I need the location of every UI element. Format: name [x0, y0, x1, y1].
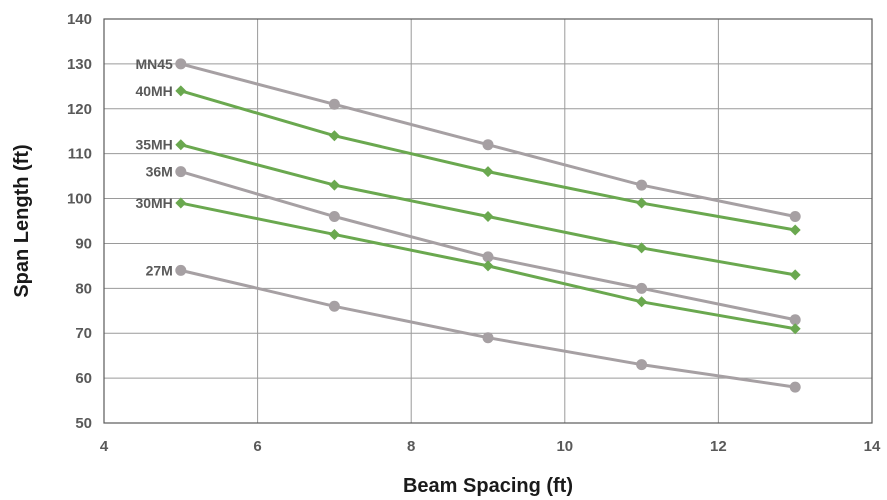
data-point: [482, 211, 494, 223]
series-27m: [175, 264, 801, 393]
data-point: [789, 314, 801, 326]
data-point: [328, 130, 340, 142]
data-point: [328, 300, 340, 312]
data-point: [636, 242, 648, 254]
series-label-30mh: 30MH: [135, 195, 172, 211]
y-axis-title: Span Length (ft): [11, 144, 33, 297]
series-36m: [175, 166, 801, 326]
y-tick-label: 50: [75, 415, 92, 432]
data-point: [636, 197, 648, 209]
plot-area-frame: [103, 18, 873, 424]
y-tick-label: 100: [67, 191, 92, 208]
series-40mh: [175, 85, 801, 236]
data-point: [482, 166, 494, 178]
series-30mh: [175, 197, 801, 335]
x-tick-label: 6: [253, 438, 261, 455]
series-labels: MN45 40MH 35MH 36M 30MH 27M: [135, 56, 173, 278]
series-mn45: [175, 58, 801, 223]
y-tick-label: 120: [67, 101, 92, 118]
series-lines: [175, 58, 801, 393]
data-point: [789, 211, 801, 223]
data-point: [175, 58, 187, 70]
x-tick-label: 4: [100, 438, 109, 455]
data-point: [482, 139, 494, 151]
data-point: [636, 179, 648, 191]
series-label-27m: 27M: [146, 262, 173, 278]
data-point: [636, 296, 648, 308]
y-tick-label: 70: [75, 325, 92, 342]
data-point: [328, 228, 340, 240]
x-tick-label: 14: [864, 438, 881, 455]
data-point: [789, 323, 801, 335]
data-point: [175, 85, 187, 97]
series-label-40mh: 40MH: [135, 83, 172, 99]
y-tick-label: 130: [67, 56, 92, 73]
y-tick-label: 90: [75, 235, 92, 252]
x-axis-title: Beam Spacing (ft): [403, 475, 573, 497]
data-point: [175, 264, 187, 276]
y-tick-label: 140: [67, 11, 92, 28]
x-tick-label: 8: [407, 438, 415, 455]
data-point: [328, 179, 340, 191]
data-point: [789, 224, 801, 236]
series-label-35mh: 35MH: [135, 137, 172, 153]
data-point: [175, 166, 187, 178]
y-tick-labels: 50 60 70 80 90 100 110 120 130 140: [67, 11, 92, 432]
data-point: [175, 139, 187, 151]
series-line-36m: [180, 170, 796, 322]
data-point: [482, 260, 494, 272]
series-35mh: [175, 139, 801, 281]
series-label-36m: 36M: [146, 164, 173, 180]
y-tick-label: 80: [75, 280, 92, 297]
y-tick-label: 60: [75, 370, 92, 387]
series-line-40mh: [180, 89, 796, 232]
x-tick-label: 12: [710, 438, 727, 455]
data-point: [482, 332, 494, 344]
data-point: [636, 359, 648, 371]
y-tick-label: 110: [68, 146, 92, 163]
series-label-mn45: MN45: [135, 56, 173, 72]
data-point: [636, 282, 648, 294]
data-point: [789, 381, 801, 393]
data-point: [482, 251, 494, 263]
x-tick-labels: 4 6 8 10 12 14: [100, 438, 881, 455]
data-point: [328, 211, 340, 223]
data-point: [789, 269, 801, 281]
data-point: [328, 98, 340, 110]
data-point: [175, 197, 187, 209]
x-tick-label: 10: [556, 438, 573, 455]
